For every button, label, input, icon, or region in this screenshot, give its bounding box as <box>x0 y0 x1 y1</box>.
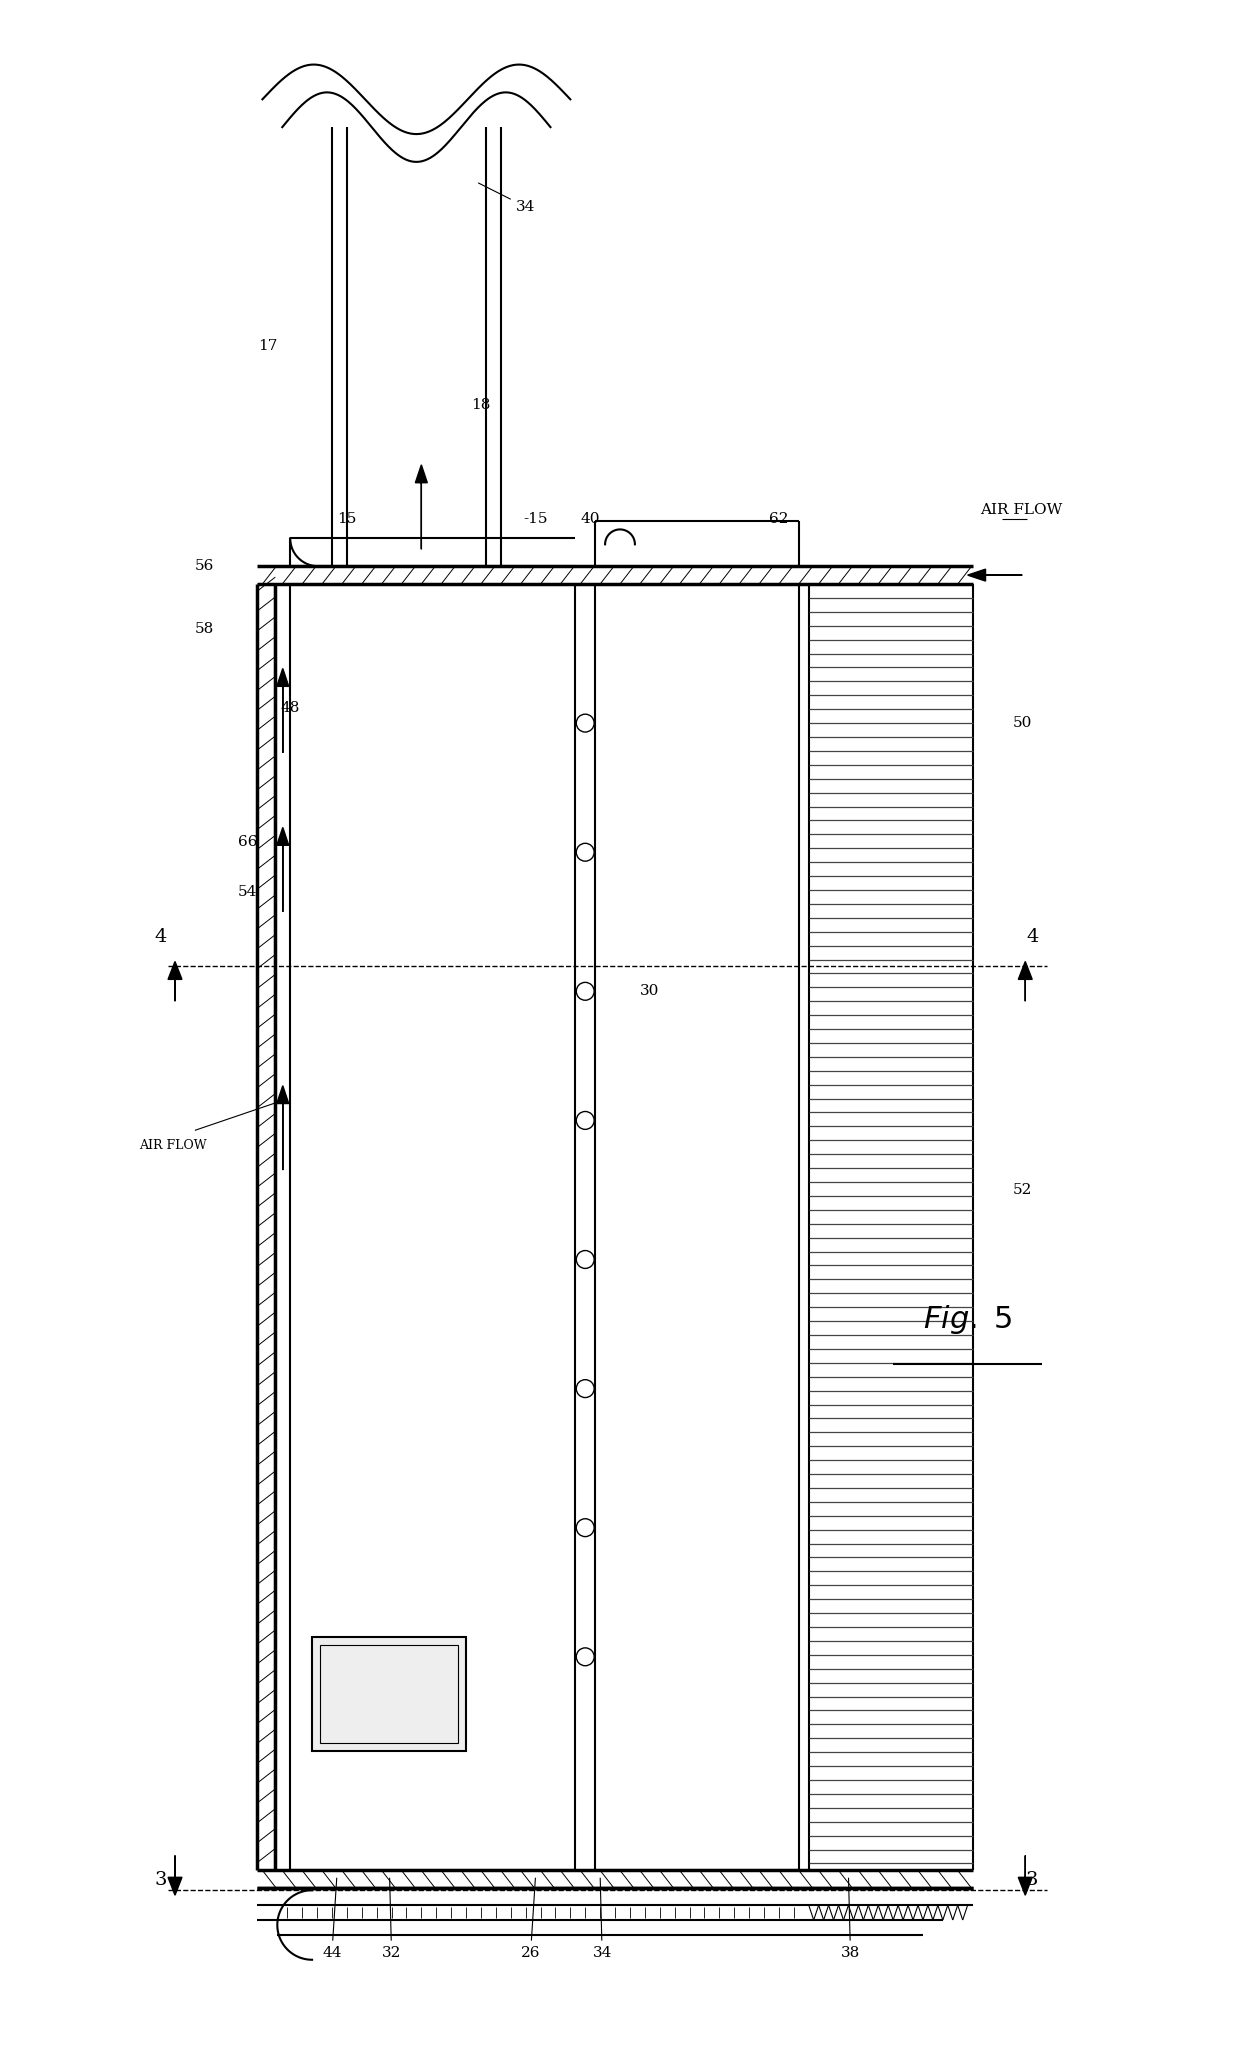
Text: 17: 17 <box>258 340 277 352</box>
FancyArrow shape <box>169 961 182 1000</box>
FancyArrow shape <box>277 669 289 754</box>
Text: 54: 54 <box>238 884 257 899</box>
Text: 38: 38 <box>841 1878 861 1959</box>
Text: -15: -15 <box>523 512 548 526</box>
Text: 3: 3 <box>155 1872 167 1889</box>
FancyArrow shape <box>1018 1856 1032 1895</box>
Text: 4: 4 <box>1025 928 1038 946</box>
Text: 34: 34 <box>593 1878 611 1959</box>
Text: 56: 56 <box>195 559 215 574</box>
Text: 62: 62 <box>769 512 789 526</box>
Text: $\mathit{Fig.\ 5}$: $\mathit{Fig.\ 5}$ <box>923 1303 1013 1336</box>
Text: 32: 32 <box>382 1878 402 1959</box>
FancyArrow shape <box>277 828 289 911</box>
Text: AIR FLOW: AIR FLOW <box>139 1139 207 1151</box>
Text: 15: 15 <box>337 512 357 526</box>
Text: 34: 34 <box>479 182 536 213</box>
Text: 18: 18 <box>471 398 491 412</box>
Bar <box>320 1644 458 1744</box>
Text: 48: 48 <box>280 702 300 714</box>
Bar <box>312 1636 466 1752</box>
FancyArrow shape <box>415 464 428 549</box>
FancyArrow shape <box>967 570 1022 582</box>
FancyArrow shape <box>277 1085 289 1170</box>
FancyArrow shape <box>169 1856 182 1895</box>
Text: 50: 50 <box>1013 717 1032 731</box>
Text: 44: 44 <box>322 1878 342 1959</box>
Text: 3: 3 <box>1025 1872 1038 1889</box>
Text: 66: 66 <box>238 835 257 849</box>
Text: AIR FLOW: AIR FLOW <box>980 503 1061 516</box>
Text: 52: 52 <box>1013 1183 1032 1197</box>
Text: 26: 26 <box>521 1878 541 1959</box>
FancyArrow shape <box>1018 961 1032 1000</box>
Text: 4: 4 <box>155 928 167 946</box>
Text: 58: 58 <box>195 621 215 636</box>
Text: 30: 30 <box>640 984 660 998</box>
Text: 40: 40 <box>580 512 600 526</box>
